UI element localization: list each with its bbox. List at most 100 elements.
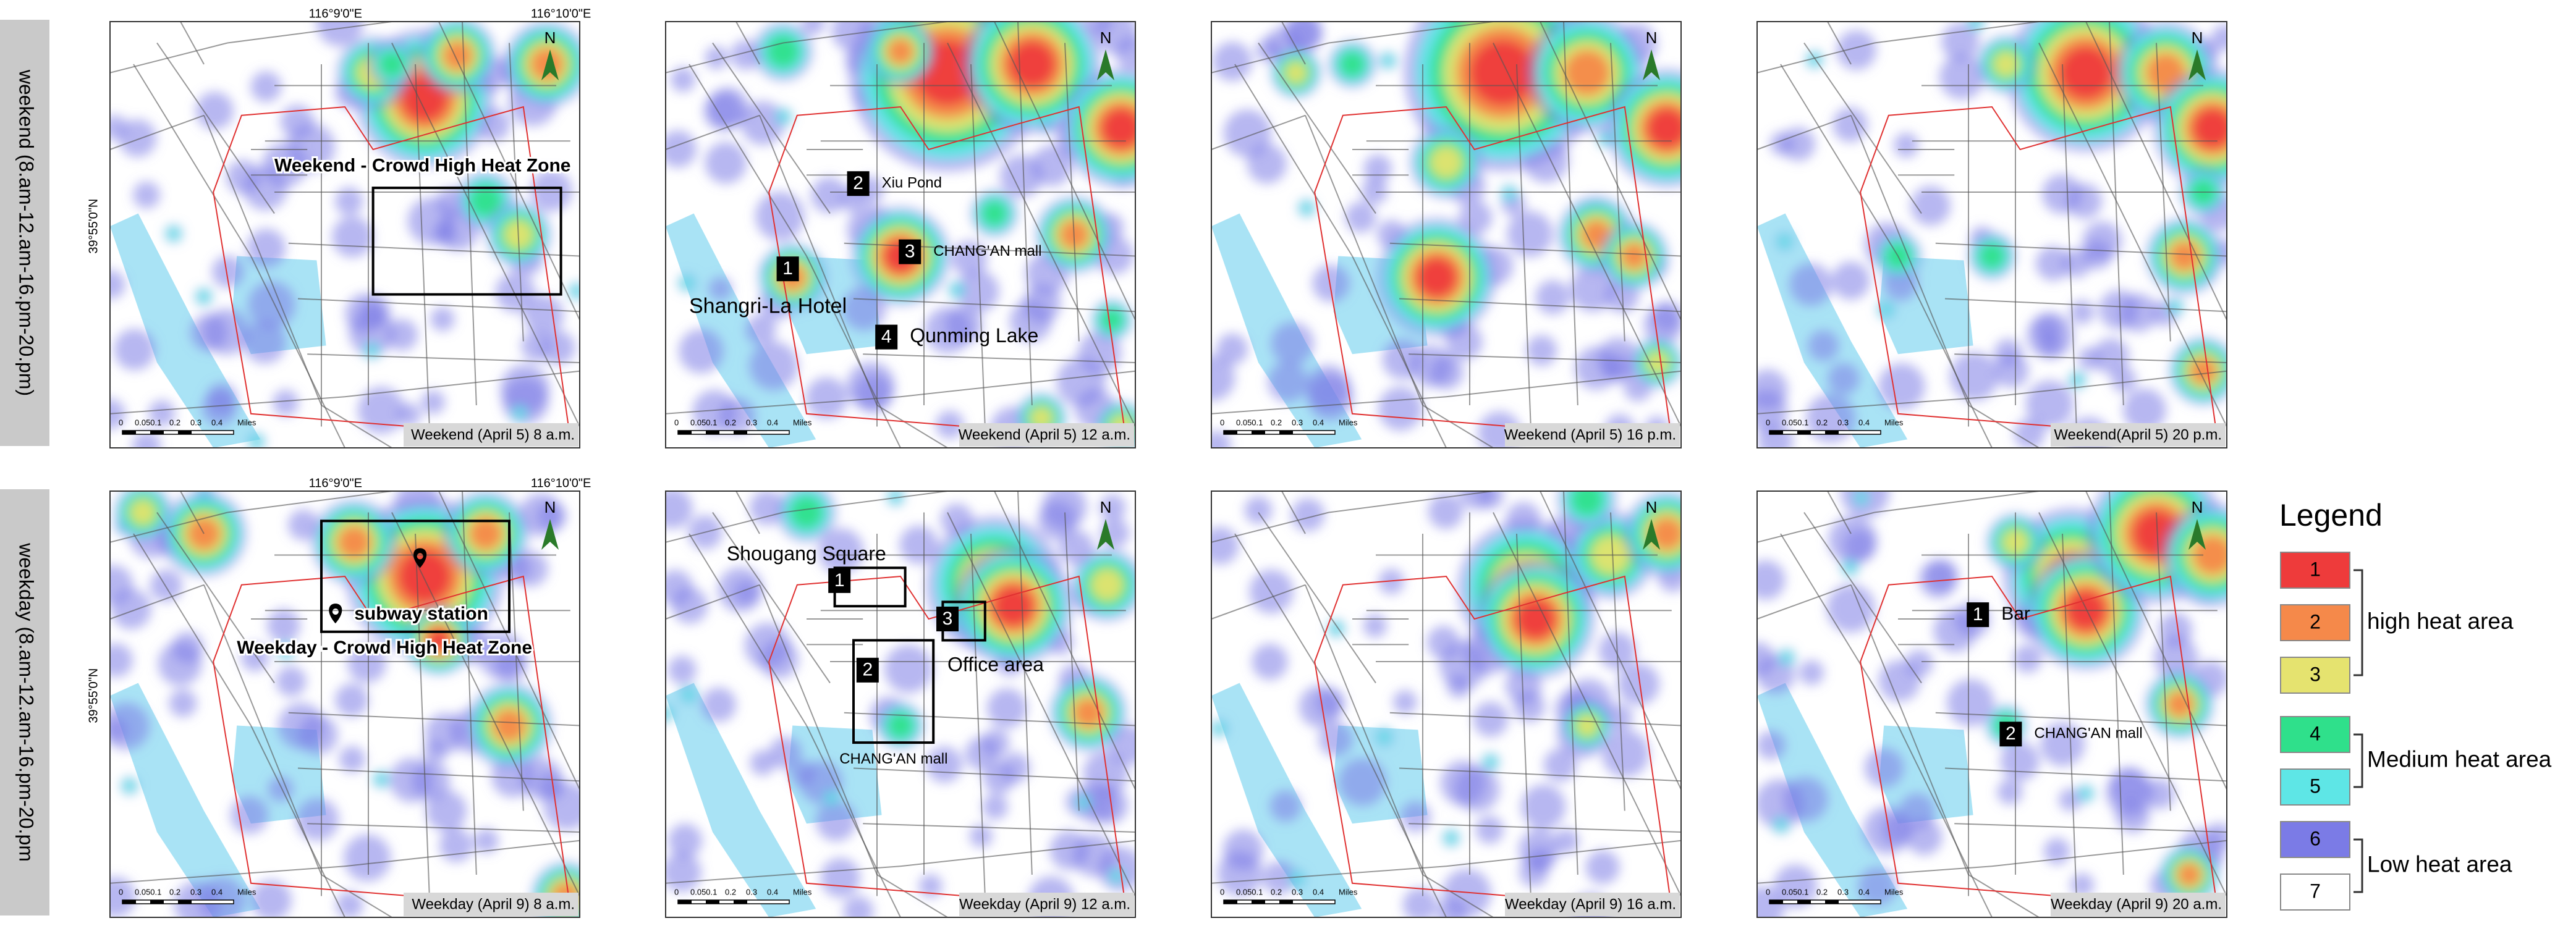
road	[1258, 42, 1376, 214]
scale-bar-fill	[1825, 431, 1839, 434]
road	[1328, 491, 1494, 513]
heat-blob	[899, 525, 938, 564]
heat-blob	[1244, 496, 1273, 524]
north-arrow	[1097, 519, 1114, 550]
heat-blob	[701, 687, 737, 722]
heat-layer	[110, 22, 580, 448]
heat-blob	[1099, 494, 1126, 521]
scale-label: 0.4	[1313, 418, 1324, 427]
marker-number: 2	[862, 660, 873, 680]
heat-blob	[1519, 829, 1559, 870]
road	[1757, 42, 1875, 74]
scale-bar-fill	[1279, 900, 1293, 904]
road	[782, 22, 948, 44]
heat-blob	[1832, 107, 1868, 143]
heat-blob	[887, 712, 914, 739]
road	[1493, 512, 1681, 896]
scale-bar-fill	[1252, 431, 1265, 434]
heat-blob	[2099, 290, 2139, 330]
map-panel: N 0 0.050.1 0.2 0.3 0.4 Miles Weekend (April 5)…	[87, 7, 591, 448]
heat-blob	[680, 276, 694, 290]
heat-blob	[332, 216, 373, 258]
road	[1610, 43, 1625, 342]
heat-blob	[745, 314, 776, 345]
location-pin	[413, 548, 427, 568]
heat-blob	[365, 343, 379, 357]
road	[1017, 491, 1033, 875]
heat-blob	[679, 329, 724, 374]
heat-blob	[1879, 303, 1893, 316]
heat-blob	[692, 390, 737, 434]
heat-blob	[1933, 608, 1977, 652]
road	[110, 584, 205, 620]
scale-label: 0.3	[1837, 887, 1849, 896]
legend-label: 6	[2310, 827, 2321, 849]
heat-blob	[339, 746, 366, 773]
scale-bar-fill	[734, 431, 747, 434]
marker-box	[828, 568, 851, 593]
heat-blob	[1090, 568, 1124, 602]
heat-blob	[1650, 517, 1681, 550]
north-label: N	[1100, 28, 1112, 47]
legend-title: Legend	[2279, 498, 2383, 532]
heat-blob	[666, 852, 701, 892]
heat-blob	[430, 306, 455, 332]
heat-blob	[666, 491, 693, 529]
heat-blob	[336, 891, 363, 917]
marker-box	[899, 239, 922, 264]
road	[110, 511, 228, 543]
road	[1991, 840, 2227, 867]
heat-blob	[500, 364, 549, 414]
annotation-label: Qunming Lake	[910, 324, 1038, 347]
heat-blob	[389, 758, 434, 802]
north-label: N	[1646, 498, 1658, 516]
heat-blob	[802, 22, 825, 35]
heat-blob	[243, 166, 287, 211]
heat-blob	[114, 329, 156, 371]
scale-bar-fill	[1252, 900, 1265, 904]
district-boundary	[768, 575, 1127, 910]
heat-blob	[279, 644, 292, 657]
heat-blob	[2079, 786, 2093, 800]
heat-blob	[1271, 322, 1314, 365]
row-label-box	[0, 20, 49, 446]
road	[2085, 491, 2227, 790]
heat-blob	[1212, 722, 1226, 736]
road	[1211, 114, 1306, 150]
heat-blob	[1381, 54, 1395, 67]
highlight-box	[320, 520, 511, 633]
road	[509, 512, 524, 811]
road	[900, 840, 1135, 867]
heat-blob	[749, 341, 799, 390]
heat-blob	[1808, 330, 1839, 361]
road	[288, 242, 580, 257]
heat-blob	[122, 779, 137, 793]
panel-caption: Weekend (April 5) 12 a.m.	[959, 426, 1130, 443]
heat-blob	[755, 192, 805, 241]
road	[1234, 64, 1353, 257]
heat-blob	[337, 526, 371, 559]
location-pin	[329, 604, 342, 624]
road	[1409, 353, 1681, 363]
road	[1780, 64, 1899, 257]
heat-blob	[110, 115, 128, 140]
road	[666, 396, 901, 415]
scale-label: Miles	[1339, 418, 1358, 427]
panel-caption: Weekend(April 5) 20 p.m.	[2054, 426, 2222, 443]
row-label: weekend (8.am-12.am-16.pm-20.pm)	[15, 69, 38, 396]
scale-bar-fill	[1279, 431, 1293, 434]
heat-blob	[1345, 201, 1376, 233]
heat-blob	[1843, 561, 1857, 575]
heat-blob	[150, 569, 183, 602]
heat-blob	[1426, 626, 1460, 659]
legend-label: 7	[2310, 880, 2321, 902]
road	[1211, 396, 1447, 415]
road	[1017, 22, 1033, 406]
north-arrow	[1643, 519, 1660, 550]
road	[1968, 405, 2040, 448]
road	[1803, 511, 1922, 684]
road	[2156, 43, 2171, 342]
district-boundary	[768, 106, 1127, 440]
heat-blob	[2154, 636, 2198, 680]
heat-blob	[1910, 186, 1951, 226]
